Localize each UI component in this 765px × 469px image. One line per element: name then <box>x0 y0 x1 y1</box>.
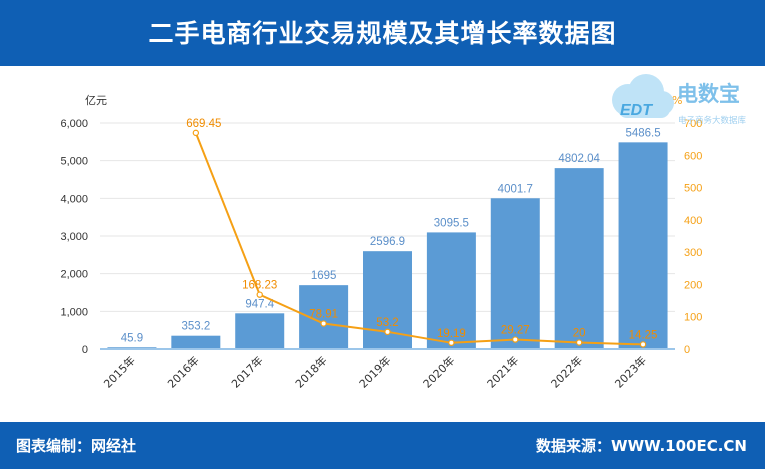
bar-value-label: 2596.9 <box>370 236 405 248</box>
bar <box>554 168 604 349</box>
y-right-tick-label: 500 <box>684 183 702 195</box>
growth-value-label: 29.27 <box>501 325 530 337</box>
footer-credit: 图表编制：网经社 <box>16 437 137 455</box>
bar-value-label: 4001.7 <box>498 183 533 195</box>
logo-main: 电数宝 <box>677 82 740 106</box>
y-left-tick-label: 3,000 <box>60 231 88 243</box>
y-right-unit: % <box>672 94 682 107</box>
bar <box>490 198 540 349</box>
growth-value-label: 669.45 <box>186 118 221 130</box>
x-tick-label: 2016年 <box>164 353 201 390</box>
bar-value-label: 947.4 <box>245 298 274 310</box>
bar-value-label: 3095.5 <box>434 217 469 229</box>
chart-plot: 0 1,000 2,000 3,000 4,000 5,000 6,000 0 100 200 30… <box>60 94 702 391</box>
bar <box>235 313 285 349</box>
y-left-tick-label: 6,000 <box>60 118 88 130</box>
y-left-tick-label: 2,000 <box>60 269 88 281</box>
bar-value-label: 4802.04 <box>558 153 600 165</box>
logo-badge: EDT <box>620 102 653 119</box>
growth-value-label: 53.2 <box>376 317 398 329</box>
x-tick-label: 2022年 <box>548 353 585 390</box>
bar-value-label: 353.2 <box>181 321 210 333</box>
y-right-tick-label: 700 <box>684 118 702 130</box>
growth-point <box>384 328 391 336</box>
bar-value-label: 5486.5 <box>625 127 660 139</box>
growth-point <box>639 341 647 348</box>
y-left-tick-label: 0 <box>82 344 88 356</box>
x-tick-label: 2023年 <box>612 353 649 390</box>
x-tick-label: 2017年 <box>228 353 265 390</box>
growth-point <box>320 320 327 327</box>
y-left-tick-label: 1,000 <box>60 306 88 318</box>
cloud-icon <box>612 74 674 118</box>
footer-bar: 图表编制：网经社 数据来源：WWW.100EC.CN <box>0 422 765 469</box>
growth-point <box>256 291 263 298</box>
chart-title: 二手电商行业交易规模及其增长率数据图 <box>148 19 617 48</box>
x-tick-label: 2021年 <box>484 353 521 390</box>
growth-point <box>448 339 455 347</box>
x-tick-label: 2020年 <box>420 353 457 390</box>
growth-value-label: 20 <box>573 328 586 340</box>
y-right-tick-label: 100 <box>684 312 702 324</box>
growth-value-label: 14.25 <box>629 329 658 341</box>
title-bar: 二手电商行业交易规模及其增长率数据图 <box>0 0 765 66</box>
y-left-tick-label: 5,000 <box>60 156 88 168</box>
x-tick-label: 2019年 <box>356 353 393 390</box>
bar <box>171 335 221 349</box>
y-right-tick-label: 200 <box>684 279 702 291</box>
edt-logo: EDT 电数宝 电子商务大数据库 <box>612 74 747 126</box>
y-right-tick-label: 400 <box>684 215 702 227</box>
y-right-tick-label: 300 <box>684 247 702 259</box>
logo-sub: 电子商务大数据库 <box>678 115 747 126</box>
growth-point <box>512 336 519 343</box>
growth-point <box>192 129 200 137</box>
x-tick-label: 2015年 <box>101 353 138 390</box>
y-left-unit: 亿元 <box>85 94 107 107</box>
growth-value-label: 78.91 <box>309 309 338 321</box>
growth-point <box>575 339 583 346</box>
x-tick-label: 2018年 <box>292 353 329 390</box>
growth-value-label: 19.19 <box>437 328 466 340</box>
y-right-tick-label: 600 <box>684 150 702 162</box>
y-right-tick-label: 0 <box>684 344 690 356</box>
y-left-tick-label: 4,000 <box>60 193 88 205</box>
bar <box>618 142 668 349</box>
footer-source: 数据来源：WWW.100EC.CN <box>536 437 747 455</box>
growth-line <box>194 132 644 346</box>
bar-value-label: 45.9 <box>121 332 143 344</box>
bar <box>426 232 476 349</box>
growth-value-label: 168.23 <box>242 280 277 292</box>
bar-value-label: 1695 <box>311 270 337 282</box>
